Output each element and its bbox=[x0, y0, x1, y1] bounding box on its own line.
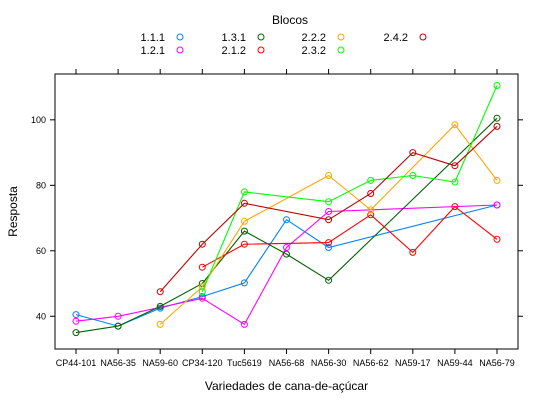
y-tick-label: 80 bbox=[36, 180, 46, 190]
x-tick-label: NA59-60 bbox=[142, 358, 178, 368]
x-tick-label: CP34-120 bbox=[182, 358, 223, 368]
data-point bbox=[240, 279, 248, 287]
y-tick-label: 60 bbox=[36, 246, 46, 256]
data-point bbox=[72, 317, 80, 325]
data-point bbox=[325, 239, 333, 247]
data-point bbox=[493, 82, 501, 89]
data-point bbox=[325, 276, 333, 284]
x-tick-label: NA56-35 bbox=[100, 358, 136, 368]
data-point bbox=[451, 178, 459, 186]
data-point bbox=[240, 227, 248, 235]
data-point bbox=[283, 250, 290, 258]
data-point bbox=[409, 149, 417, 157]
data-point bbox=[451, 203, 459, 211]
legend-label: 1.1.1 bbox=[141, 32, 165, 44]
data-point bbox=[409, 172, 417, 179]
y-tick-label: 100 bbox=[31, 115, 46, 125]
data-point bbox=[493, 176, 501, 184]
data-point bbox=[198, 283, 206, 291]
legend-marker bbox=[176, 46, 184, 54]
data-point bbox=[367, 206, 375, 214]
series-line bbox=[75, 204, 498, 326]
data-point bbox=[198, 294, 206, 302]
data-point bbox=[493, 201, 501, 209]
legend-label: 2.4.2 bbox=[384, 32, 408, 44]
data-point bbox=[198, 288, 206, 296]
data-point bbox=[283, 216, 290, 224]
data-point bbox=[240, 320, 248, 328]
data-point bbox=[325, 208, 333, 215]
x-tick-label: NA59-17 bbox=[395, 358, 431, 368]
legend-label: 1.2.1 bbox=[141, 45, 165, 57]
data-point bbox=[493, 122, 501, 130]
data-point bbox=[240, 240, 248, 248]
data-point bbox=[451, 121, 459, 129]
data-point bbox=[198, 240, 206, 248]
x-tick-label: NA56-30 bbox=[311, 358, 347, 368]
x-tick-label: CP44-101 bbox=[56, 358, 97, 368]
legend: Blocos 1.1.11.2.1 1.3.12.1.2 2.2.22.3.2 2.4… bbox=[141, 13, 427, 57]
data-point bbox=[240, 188, 248, 196]
data-point bbox=[325, 198, 333, 206]
legend-marker bbox=[419, 33, 427, 41]
data-point bbox=[493, 114, 501, 122]
legend-label: 2.2.2 bbox=[302, 32, 326, 44]
data-point bbox=[325, 216, 333, 224]
series-line bbox=[159, 123, 498, 325]
y-tick-label: 40 bbox=[36, 311, 46, 321]
data-point bbox=[240, 199, 248, 207]
x-axis-title: Variedades de cana-de-açúcar bbox=[205, 379, 368, 393]
data-point bbox=[156, 320, 164, 328]
series-group bbox=[72, 82, 501, 337]
x-tick-label: NA59-44 bbox=[437, 358, 473, 368]
legend-label: 2.3.2 bbox=[302, 45, 326, 57]
data-point bbox=[325, 172, 333, 179]
data-point bbox=[72, 329, 80, 337]
data-point bbox=[156, 302, 164, 310]
legend-marker bbox=[337, 33, 345, 41]
x-tick-label: NA56-79 bbox=[479, 358, 515, 368]
legend-title: Blocos bbox=[272, 13, 308, 27]
legend-marker bbox=[257, 46, 265, 54]
data-point bbox=[367, 211, 375, 219]
data-point bbox=[198, 263, 206, 271]
legend-marker bbox=[257, 33, 265, 41]
legend-marker bbox=[337, 46, 345, 54]
data-point bbox=[367, 176, 375, 184]
data-point bbox=[451, 162, 459, 170]
data-point bbox=[72, 311, 80, 319]
data-point bbox=[367, 190, 375, 197]
x-tick-label: NA56-68 bbox=[269, 358, 305, 368]
data-point bbox=[409, 248, 417, 256]
data-point bbox=[240, 217, 248, 225]
series-line bbox=[75, 117, 498, 334]
x-tick-label: NA56-62 bbox=[353, 358, 389, 368]
data-point bbox=[156, 288, 164, 296]
series-line bbox=[202, 205, 498, 268]
data-point bbox=[114, 322, 122, 330]
data-point bbox=[114, 312, 122, 320]
data-point bbox=[283, 244, 290, 251]
legend-marker bbox=[176, 33, 184, 41]
data-point bbox=[493, 235, 501, 243]
y-axis-title: Resposta bbox=[6, 186, 20, 237]
legend-label: 2.1.2 bbox=[222, 45, 246, 57]
axes-ticks: CP44-101 NA56-35 NA59-60 CP34-120 Tuc5619 NA5… bbox=[31, 69, 523, 368]
series-line bbox=[159, 125, 498, 293]
legend-label: 1.3.1 bbox=[222, 32, 246, 44]
data-point bbox=[325, 244, 333, 251]
x-tick-label: Tuc5619 bbox=[227, 358, 262, 368]
series-line bbox=[201, 85, 498, 292]
